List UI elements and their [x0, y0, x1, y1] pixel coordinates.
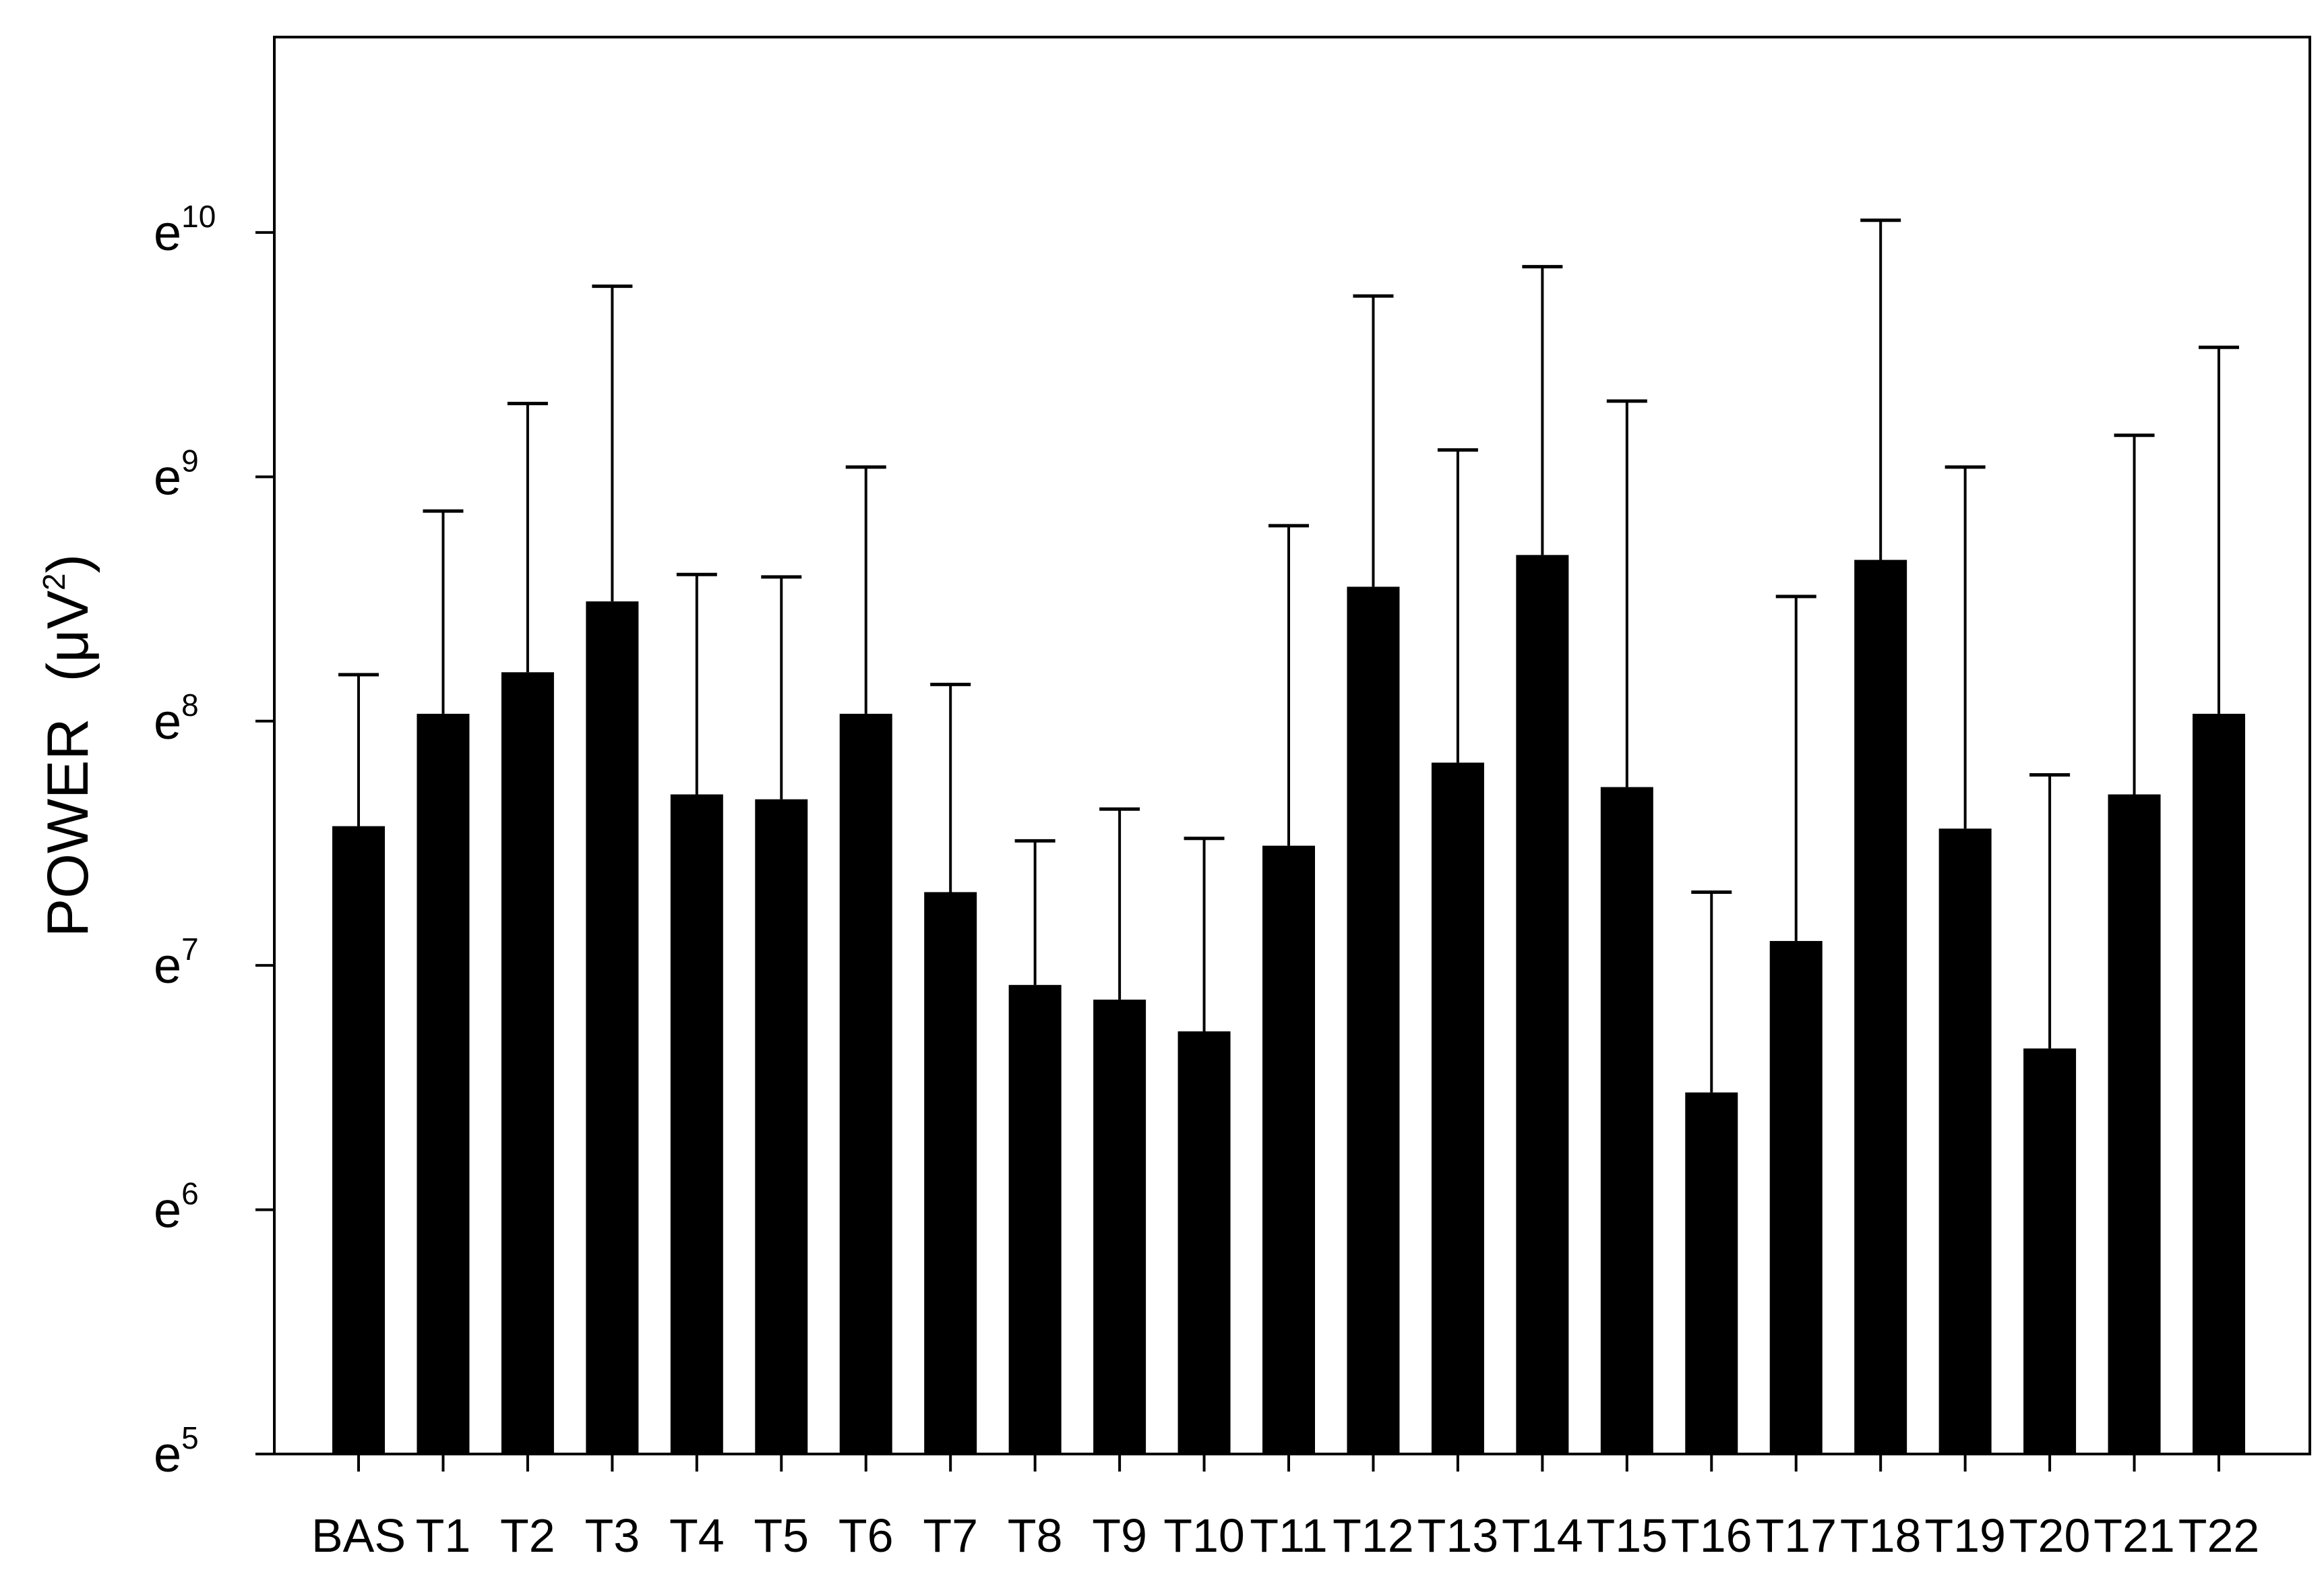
x-tick-label-T21: T21 [2093, 1509, 2175, 1562]
x-tick-label-T3: T3 [585, 1509, 640, 1562]
y-axis-title-unit-close: ) [36, 554, 100, 574]
bar-T16 [1685, 1092, 1738, 1454]
y-axis-title-unit: (μV [36, 591, 100, 682]
y-tick-base: e [154, 449, 181, 505]
y-tick-exponent: 9 [181, 443, 199, 478]
y-tick-label-9: e9 [154, 443, 199, 505]
x-tick-label-T15: T15 [1587, 1509, 1668, 1562]
bar-T17 [1769, 940, 1823, 1454]
bar-T20 [2023, 1048, 2077, 1454]
y-tick-label-8: e8 [154, 688, 199, 750]
y-tick-exponent: 10 [181, 199, 216, 234]
x-tick-label-T4: T4 [669, 1509, 725, 1562]
y-axis-title: POWER (μV2) [36, 554, 100, 938]
y-tick-exponent: 7 [181, 932, 199, 967]
x-tick-label-T6: T6 [838, 1509, 894, 1562]
bar-BAS [332, 826, 385, 1454]
y-tick-base: e [154, 205, 181, 261]
bar-T18 [1854, 559, 1907, 1455]
error-bars [338, 218, 2239, 1093]
y-tick-exponent: 6 [181, 1176, 199, 1211]
bar-T3 [586, 601, 639, 1455]
bar-T13 [1431, 762, 1484, 1454]
bar-T7 [924, 892, 977, 1454]
x-tick-label-T22: T22 [2178, 1509, 2260, 1562]
bar-T1 [417, 713, 470, 1454]
y-tick-base: e [154, 1182, 181, 1238]
bar-T14 [1516, 555, 1569, 1454]
x-tick-label-T20: T20 [2009, 1509, 2091, 1562]
x-tick-label-T18: T18 [1840, 1509, 1922, 1562]
y-tick-base: e [154, 694, 181, 750]
y-tick-exponent: 8 [181, 688, 199, 723]
y-tick-exponent: 5 [181, 1420, 199, 1455]
x-tick-label-BAS: BAS [311, 1509, 406, 1562]
x-tick-label-T7: T7 [923, 1509, 978, 1562]
x-tick-label-T5: T5 [754, 1509, 809, 1562]
y-tick-label-5: e5 [154, 1420, 199, 1482]
bar-T12 [1347, 586, 1400, 1454]
y-tick-label-10: e10 [154, 199, 216, 261]
x-tick-label-T1: T1 [416, 1509, 471, 1562]
x-tick-label-T17: T17 [1755, 1509, 1837, 1562]
bar-T6 [839, 713, 892, 1454]
y-tick-base: e [154, 1426, 181, 1482]
x-tick-label-T16: T16 [1671, 1509, 1752, 1562]
bar-T5 [755, 799, 808, 1454]
bar-T4 [670, 794, 723, 1454]
bars [332, 555, 2245, 1455]
x-tick-label-T13: T13 [1417, 1509, 1499, 1562]
bar-T9 [1093, 999, 1146, 1454]
bar-T2 [501, 672, 554, 1454]
x-axis: BAS T1 T2 T3 T4 T5 T6 T7 T8 T9 T10 T11 T12 T13 T14 T15 T… [311, 1454, 2259, 1562]
bar-T8 [1008, 985, 1062, 1454]
bar-T15 [1600, 787, 1653, 1454]
bar-T19 [1938, 828, 1992, 1454]
bar-T10 [1178, 1031, 1231, 1454]
x-tick-label-T10: T10 [1163, 1509, 1245, 1562]
y-axis-title-unit-exp: 2 [36, 573, 71, 591]
x-tick-label-T2: T2 [500, 1509, 555, 1562]
bar-T21 [2108, 794, 2161, 1454]
y-tick-base: e [154, 938, 181, 994]
y-axis-title-main: POWER [36, 718, 100, 937]
y-tick-label-7: e7 [154, 932, 199, 994]
bar-T11 [1262, 845, 1315, 1454]
x-tick-label-T14: T14 [1502, 1509, 1583, 1562]
x-tick-label-T11: T11 [1250, 1509, 1327, 1562]
y-tick-label-6: e6 [154, 1176, 199, 1238]
bar-T22 [2193, 713, 2245, 1454]
x-tick-label-T12: T12 [1333, 1509, 1414, 1562]
x-tick-label-T8: T8 [1008, 1509, 1063, 1562]
x-tick-label-T9: T9 [1092, 1509, 1147, 1562]
x-tick-label-T19: T19 [1924, 1509, 2006, 1562]
